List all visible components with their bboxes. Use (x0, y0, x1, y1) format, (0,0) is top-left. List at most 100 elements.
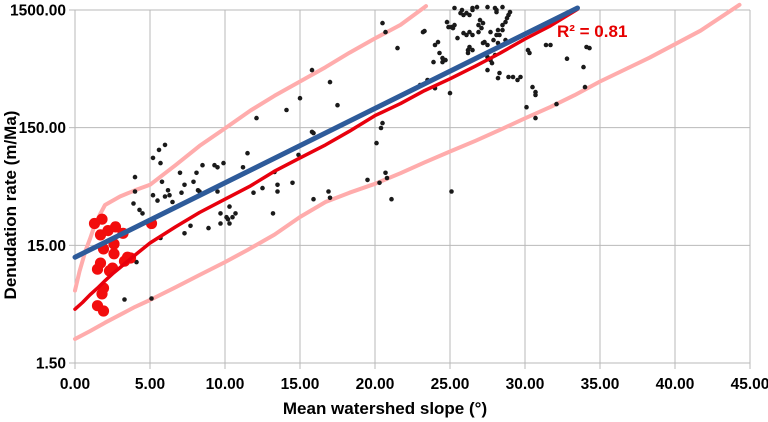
watershed-samples-black-point (477, 17, 483, 23)
watershed-samples-black-point (335, 102, 340, 108)
watershed-samples-black-point (122, 297, 127, 302)
watershed-samples-black-point (465, 50, 471, 56)
watershed-samples-black-point (177, 170, 183, 176)
watershed-samples-black-point (182, 182, 187, 188)
watershed-samples-black-point (158, 160, 163, 166)
watershed-samples-black-point (311, 196, 316, 202)
watershed-samples-black-point (260, 185, 265, 191)
y-tick-label: 1.50 (36, 356, 66, 373)
watershed-samples-black-point (383, 29, 388, 35)
watershed-samples-black-point (554, 101, 559, 107)
watershed-samples-black-point (455, 35, 460, 41)
y-tick-label: 1500.00 (10, 3, 66, 20)
upper-prediction-band (73, 4, 428, 293)
watershed-samples-black-point (309, 67, 315, 73)
watershed-samples-black-point (162, 194, 168, 199)
watershed-samples-black-point (200, 162, 205, 168)
watershed-samples-black-point (507, 9, 513, 15)
watershed-samples-black-point (327, 195, 333, 201)
watershed-samples-black-point (515, 77, 520, 83)
watershed-samples-black-point (380, 20, 385, 26)
watershed-samples-black-point (497, 70, 502, 76)
watershed-samples-black-point (437, 50, 442, 56)
watershed-samples-black-point (488, 29, 493, 35)
watershed-samples-black-point (395, 45, 400, 51)
watershed-samples-black-point (131, 201, 136, 206)
watershed-samples-black-point (500, 22, 505, 28)
watershed-samples-black-point (206, 225, 211, 231)
lower-prediction-band (73, 2, 742, 341)
watershed-samples-black-point (233, 211, 238, 216)
watershed-samples-black-point (245, 150, 250, 156)
watershed-samples-black-point (270, 211, 276, 216)
watershed-samples-black-point (225, 216, 231, 222)
watershed-samples-black-point (431, 59, 436, 65)
watershed-samples-black-point (149, 296, 154, 301)
watershed-samples-black-point (227, 221, 232, 226)
watershed-samples-black-point (435, 39, 441, 45)
watershed-samples-black-point (194, 170, 199, 176)
watershed-samples-black-point (548, 42, 553, 48)
highlighted-samples-red-point (108, 248, 120, 260)
watershed-samples-black-point (495, 75, 501, 81)
watershed-samples-black-point (530, 84, 535, 90)
watershed-samples-black-point (500, 27, 505, 33)
watershed-samples-black-point (518, 74, 523, 80)
watershed-samples-black-point (167, 192, 172, 198)
x-tick-label: 15.00 (281, 376, 320, 393)
watershed-samples-black-point (479, 25, 484, 31)
y-tick-label: 15.00 (27, 238, 66, 255)
watershed-samples-black-point (227, 204, 232, 209)
watershed-samples-black-point (191, 179, 196, 185)
watershed-samples-black-point (459, 7, 465, 13)
watershed-samples-black-point (134, 259, 139, 265)
watershed-samples-black-point (464, 32, 469, 38)
x-tick-label: 5.00 (135, 376, 165, 393)
watershed-samples-black-point (452, 5, 457, 11)
watershed-samples-black-point (422, 28, 427, 34)
highlighted-samples-red-point (97, 305, 110, 317)
watershed-samples-black-point (500, 4, 505, 10)
watershed-samples-black-point (137, 207, 142, 213)
watershed-samples-black-point (452, 22, 457, 28)
watershed-samples-black-point (524, 104, 529, 110)
watershed-samples-black-point (485, 42, 490, 48)
watershed-samples-black-point (296, 152, 301, 158)
watershed-samples-black-point (467, 12, 472, 18)
watershed-samples-black-point (218, 211, 223, 216)
watershed-samples-black-point (215, 189, 220, 194)
watershed-samples-black-point (389, 196, 394, 202)
watershed-samples-black-point (162, 142, 168, 148)
watershed-samples-black-point (444, 19, 450, 25)
watershed-samples-black-point (485, 67, 490, 73)
x-tick-label: 40.00 (656, 376, 695, 393)
watershed-samples-black-point (230, 214, 235, 220)
watershed-samples-black-point (215, 165, 220, 170)
highlighted-samples-red-point (91, 263, 104, 275)
watershed-samples-black-point (150, 192, 156, 198)
watershed-samples-black-point (378, 125, 384, 131)
watershed-samples-black-point (533, 115, 538, 121)
highlighted-samples-red-point (96, 288, 108, 300)
watershed-samples-black-point (380, 120, 385, 126)
watershed-samples-black-point (470, 32, 475, 38)
watershed-samples-black-point (165, 188, 171, 193)
watershed-samples-black-point (150, 155, 156, 161)
watershed-samples-black-point (470, 5, 475, 11)
watershed-samples-black-point (474, 4, 480, 10)
watershed-samples-black-point (377, 180, 382, 186)
watershed-samples-black-point (485, 4, 490, 10)
watershed-samples-black-point (132, 174, 138, 180)
watershed-samples-black-point (311, 130, 316, 136)
power-law-fit (73, 7, 580, 311)
watershed-samples-black-point (533, 92, 538, 98)
watershed-samples-black-point (297, 95, 303, 101)
watershed-samples-black-point (365, 177, 370, 183)
watershed-samples-black-point (326, 189, 331, 194)
watershed-samples-black-point (132, 189, 138, 194)
watershed-samples-black-point (543, 42, 549, 48)
watershed-samples-black-point (581, 64, 586, 70)
highlighted-samples-red-point (96, 213, 108, 225)
y-axis-title: Denudation rate (m/Ma) (1, 110, 20, 300)
watershed-samples-black-point (251, 190, 256, 195)
